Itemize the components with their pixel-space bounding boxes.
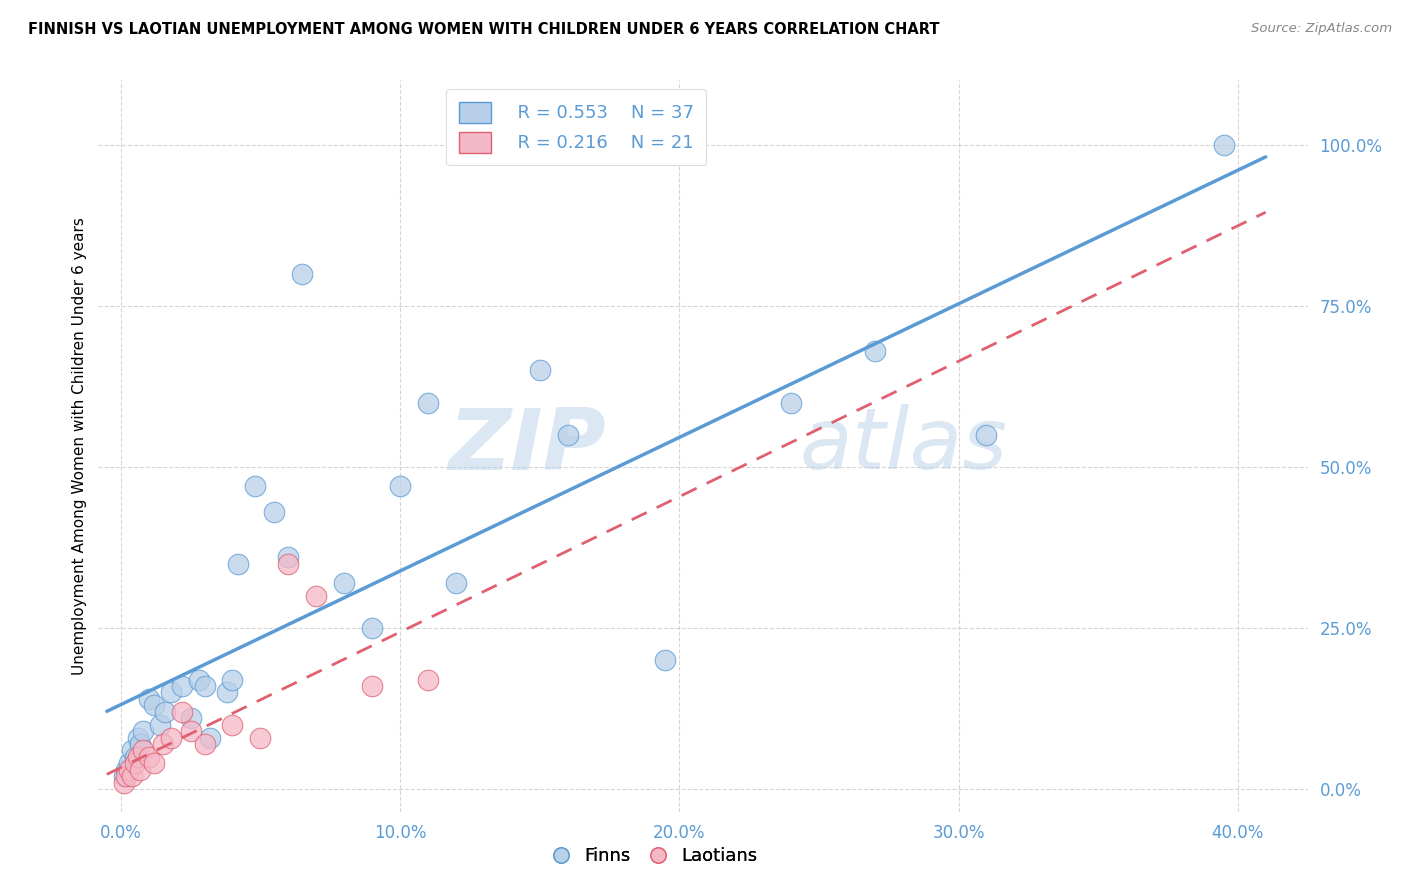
Point bbox=[243, 479, 266, 493]
Point bbox=[112, 775, 135, 789]
Point bbox=[389, 479, 412, 493]
Point bbox=[291, 267, 314, 281]
Point bbox=[149, 717, 172, 731]
Point bbox=[132, 724, 155, 739]
Text: Source: ZipAtlas.com: Source: ZipAtlas.com bbox=[1251, 22, 1392, 36]
Point bbox=[121, 769, 143, 783]
Point bbox=[132, 743, 155, 757]
Point bbox=[193, 737, 215, 751]
Point bbox=[188, 673, 211, 687]
Point bbox=[361, 621, 384, 635]
Point bbox=[654, 653, 676, 667]
Point bbox=[180, 711, 202, 725]
Point bbox=[155, 705, 177, 719]
Point bbox=[333, 576, 356, 591]
Point bbox=[143, 756, 166, 771]
Point bbox=[226, 557, 249, 571]
Point bbox=[112, 769, 135, 783]
Point bbox=[118, 763, 141, 777]
Point bbox=[160, 731, 183, 745]
Point bbox=[129, 763, 152, 777]
Point bbox=[115, 769, 138, 783]
Point bbox=[277, 550, 299, 565]
Text: ZIP: ZIP bbox=[449, 404, 606, 488]
Point bbox=[127, 750, 149, 764]
Point bbox=[193, 679, 215, 693]
Point bbox=[143, 698, 166, 713]
Point bbox=[172, 679, 194, 693]
Point bbox=[249, 731, 271, 745]
Point bbox=[138, 692, 160, 706]
Point bbox=[152, 737, 174, 751]
Point bbox=[416, 395, 439, 409]
Point bbox=[198, 731, 221, 745]
Point bbox=[863, 343, 886, 358]
Point bbox=[160, 685, 183, 699]
Point bbox=[305, 589, 328, 603]
Point bbox=[124, 750, 146, 764]
Point bbox=[129, 737, 152, 751]
Point bbox=[138, 750, 160, 764]
Point bbox=[976, 427, 998, 442]
Point bbox=[215, 685, 238, 699]
Text: atlas: atlas bbox=[800, 404, 1008, 488]
Point bbox=[115, 763, 138, 777]
Point bbox=[263, 505, 285, 519]
Legend: Finns, Laotians: Finns, Laotians bbox=[544, 839, 765, 872]
Point bbox=[444, 576, 467, 591]
Text: FINNISH VS LAOTIAN UNEMPLOYMENT AMONG WOMEN WITH CHILDREN UNDER 6 YEARS CORRELAT: FINNISH VS LAOTIAN UNEMPLOYMENT AMONG WO… bbox=[28, 22, 939, 37]
Point bbox=[118, 756, 141, 771]
Point bbox=[277, 557, 299, 571]
Point bbox=[1212, 137, 1234, 152]
Point bbox=[529, 363, 551, 377]
Point bbox=[221, 717, 243, 731]
Point bbox=[121, 743, 143, 757]
Point bbox=[780, 395, 803, 409]
Point bbox=[180, 724, 202, 739]
Y-axis label: Unemployment Among Women with Children Under 6 years: Unemployment Among Women with Children U… bbox=[72, 217, 87, 675]
Point bbox=[361, 679, 384, 693]
Point bbox=[416, 673, 439, 687]
Point bbox=[124, 756, 146, 771]
Point bbox=[221, 673, 243, 687]
Point bbox=[557, 427, 579, 442]
Point bbox=[172, 705, 194, 719]
Point bbox=[127, 731, 149, 745]
